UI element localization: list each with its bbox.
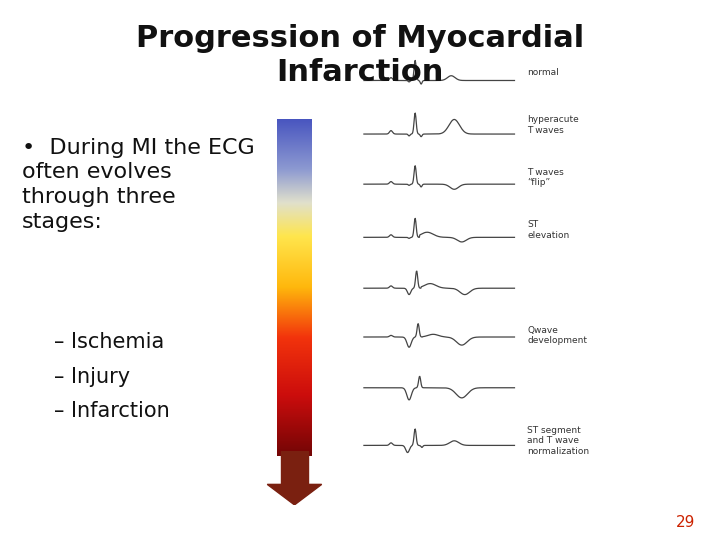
Text: Qwave
development: Qwave development — [527, 326, 587, 345]
Text: Progression of Myocardial
Infarction: Progression of Myocardial Infarction — [136, 24, 584, 87]
Polygon shape — [282, 451, 307, 484]
Text: ST segment
and T wave
normalization: ST segment and T wave normalization — [527, 426, 589, 456]
Text: normal: normal — [527, 68, 559, 77]
Polygon shape — [267, 484, 322, 505]
Text: – Infarction: – Infarction — [54, 401, 170, 421]
Text: T waves
“flip”: T waves “flip” — [527, 168, 564, 187]
Text: hyperacute
T waves: hyperacute T waves — [527, 115, 579, 134]
Text: – Ischemia: – Ischemia — [54, 332, 164, 352]
Text: 29: 29 — [675, 515, 695, 530]
Text: •  During MI the ECG
often evolves
through three
stages:: • During MI the ECG often evolves throug… — [22, 138, 254, 232]
Text: – Injury: – Injury — [54, 367, 130, 387]
Text: ST
elevation: ST elevation — [527, 220, 570, 240]
